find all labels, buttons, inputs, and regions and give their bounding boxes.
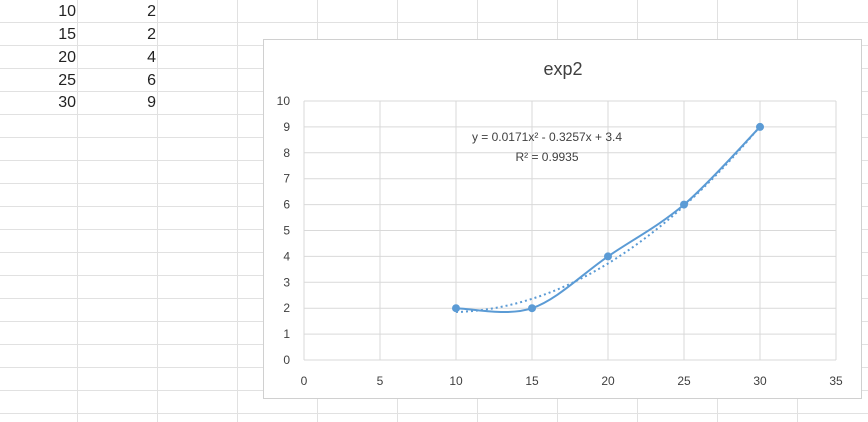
x-tick-label: 5	[377, 374, 384, 388]
data-point[interactable]	[452, 304, 460, 313]
trendline-r-squared[interactable]: R² = 0.9935	[515, 150, 578, 164]
cell-b5[interactable]: 9	[147, 94, 156, 111]
cell-a3[interactable]: 20	[58, 49, 76, 66]
cell-b1[interactable]: 2	[147, 3, 156, 20]
y-tick-label: 2	[283, 301, 290, 315]
cell-a1[interactable]: 10	[58, 3, 76, 20]
chart-svg: exp2 0 1 2 3 4 5 6 7 8 9 10 0 5 10 15 20 25 30 35 y = 0.01…	[277, 59, 843, 388]
x-tick-label: 35	[829, 374, 843, 388]
trendline[interactable]	[455, 125, 761, 314]
cell-b4[interactable]: 6	[147, 72, 156, 89]
chart-area[interactable]: exp2 0 1 2 3 4 5 6 7 8 9 10 0 5 10 15 20 25 30 35 y = 0.01…	[263, 39, 862, 399]
cell-b3[interactable]: 4	[147, 49, 156, 66]
y-tick-label: 10	[277, 94, 291, 108]
data-point[interactable]	[604, 252, 612, 261]
tick-labels: 0 1 2 3 4 5 6 7 8 9 10 0 5 10 15 20 25 30 35	[277, 94, 843, 388]
y-tick-label: 9	[283, 120, 290, 134]
cell-a2[interactable]: 15	[58, 26, 76, 43]
x-tick-label: 0	[301, 374, 308, 388]
x-tick-label: 25	[677, 374, 691, 388]
y-tick-label: 8	[283, 146, 290, 160]
y-tick-label: 6	[283, 198, 290, 212]
chart-title[interactable]: exp2	[543, 59, 582, 79]
cell-a5[interactable]: 30	[58, 94, 76, 111]
data-point[interactable]	[528, 304, 536, 313]
y-tick-label: 7	[283, 172, 290, 186]
y-tick-label: 0	[283, 353, 290, 367]
data-point[interactable]	[680, 200, 688, 209]
x-tick-label: 20	[601, 374, 615, 388]
x-tick-label: 30	[753, 374, 767, 388]
y-tick-label: 5	[283, 224, 290, 238]
cell-b2[interactable]: 2	[147, 26, 156, 43]
gridlines	[303, 100, 837, 361]
trendline-equation[interactable]: y = 0.0171x² - 0.3257x + 3.4	[472, 130, 622, 144]
y-tick-label: 4	[283, 249, 290, 263]
x-tick-label: 15	[525, 374, 539, 388]
x-tick-label: 10	[449, 374, 463, 388]
y-tick-label: 3	[283, 275, 290, 289]
y-tick-label: 1	[283, 327, 290, 341]
series-group[interactable]	[452, 122, 764, 314]
cell-a4[interactable]: 25	[58, 72, 76, 89]
data-point[interactable]	[756, 122, 764, 131]
trendline-group	[455, 125, 761, 314]
